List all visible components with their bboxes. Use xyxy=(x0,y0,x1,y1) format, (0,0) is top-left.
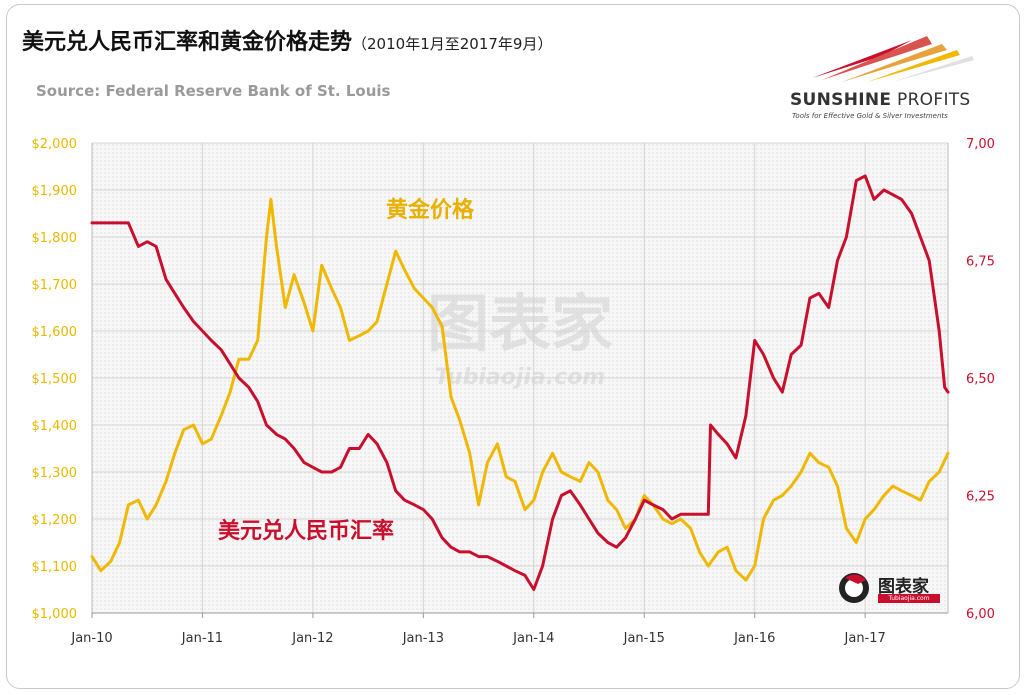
gridlines xyxy=(91,142,949,614)
watermark-text: 图表家 xyxy=(427,287,613,360)
left-axis: $2,000 $1,900 $1,800 $1,700 $1,600 $1,500 $1,4… xyxy=(32,137,78,622)
left-tick-label: $1,800 xyxy=(32,231,78,246)
gold-series-label: 黄金价格 xyxy=(386,197,475,223)
chart-subtitle: （2010年1月至2017年9月） xyxy=(352,35,553,53)
watermark-badge: 图表家 Tubiaojia.com xyxy=(836,570,946,606)
watermark-url: Tubiaojia.com xyxy=(435,365,605,390)
right-axis: 7,00 6,75 6,50 6,25 6,00 xyxy=(966,137,995,622)
source-note: Source: Federal Reserve Bank of St. Loui… xyxy=(36,82,391,100)
right-tick-label: 6,00 xyxy=(966,607,995,622)
usd-cny-line xyxy=(90,174,950,591)
x-axis: Jan-10 Jan-11 Jan-12 Jan-13 Jan-14 Jan-15 Jan-… xyxy=(70,613,886,646)
left-tick-label: $1,400 xyxy=(32,419,78,434)
sunshine-profits-logo: SUNSHINE PROFITS Tools for Effective Gol… xyxy=(782,20,992,130)
x-tick-label: Jan-12 xyxy=(291,631,333,646)
x-tick-label: Jan-11 xyxy=(181,631,223,646)
watermark-badge-url: Tubiaojia.com xyxy=(878,594,940,603)
left-tick-label: $1,000 xyxy=(32,607,78,622)
chart-title: 美元兑人民币汇率和黄金价格走势（2010年1月至2017年9月） xyxy=(22,30,553,55)
right-tick-label: 6,75 xyxy=(966,255,995,270)
left-tick-label: $1,300 xyxy=(32,466,78,481)
usd-series-label: 美元兑人民币汇率 xyxy=(218,518,394,544)
series-layer xyxy=(90,174,950,591)
x-tick-label: Jan-10 xyxy=(70,631,112,646)
left-tick-label: $1,500 xyxy=(32,372,78,387)
left-tick-label: $2,000 xyxy=(32,137,78,152)
x-tick-label: Jan-13 xyxy=(402,631,444,646)
left-tick-label: $1,700 xyxy=(32,278,78,293)
right-tick-label: 6,50 xyxy=(966,372,995,387)
right-tick-label: 7,00 xyxy=(966,137,995,152)
left-tick-label: $1,100 xyxy=(32,560,78,575)
logo-tagline: Tools for Effective Gold & Silver Invest… xyxy=(792,112,948,120)
gold-price-line xyxy=(90,197,950,582)
left-tick-label: $1,600 xyxy=(32,325,78,340)
watermark-center: 图表家 Tubiaojia.com xyxy=(427,287,613,390)
logo-name: SUNSHINE PROFITS xyxy=(790,90,971,110)
watermark-badge-text: 图表家 xyxy=(878,577,929,597)
logo-swoosh-icon xyxy=(812,36,974,82)
x-tick-label: Jan-16 xyxy=(733,631,775,646)
x-tick-label: Jan-17 xyxy=(844,631,886,646)
right-tick-label: 6,25 xyxy=(966,490,995,505)
x-tick-label: Jan-14 xyxy=(512,631,554,646)
left-tick-label: $1,200 xyxy=(32,513,78,528)
x-tick-label: Jan-15 xyxy=(623,631,665,646)
watermark-logo-icon xyxy=(839,573,869,603)
left-tick-label: $1,900 xyxy=(32,184,78,199)
